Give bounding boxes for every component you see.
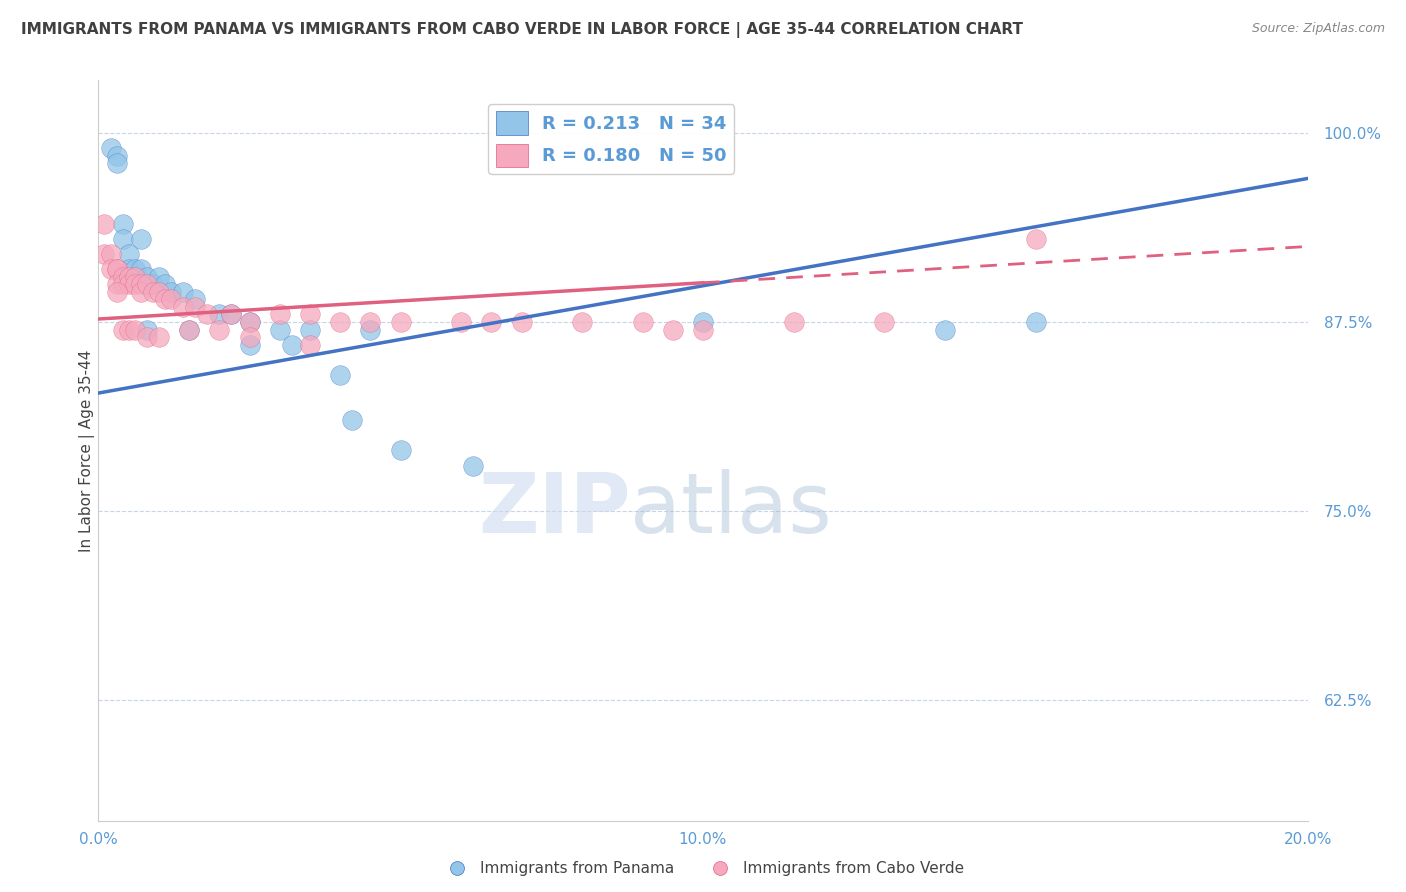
Point: [148, 330, 170, 344]
Point: [389, 315, 412, 329]
Point: [142, 277, 165, 292]
Y-axis label: In Labor Force | Age 35-44: In Labor Force | Age 35-44: [79, 350, 96, 551]
Point: [135, 330, 157, 344]
Point: [129, 285, 152, 299]
Point: [631, 315, 654, 329]
Point: [299, 322, 322, 336]
Point: [934, 322, 956, 336]
Point: [148, 285, 170, 299]
Point: [360, 322, 382, 336]
Point: [1024, 315, 1046, 329]
Point: [118, 269, 141, 284]
Point: [105, 156, 128, 170]
Point: [118, 277, 141, 292]
Point: [873, 315, 896, 329]
Point: [239, 337, 262, 351]
Point: [179, 322, 201, 336]
Point: [105, 262, 128, 277]
Point: [129, 262, 152, 277]
Point: [221, 308, 243, 322]
Point: [105, 262, 128, 277]
Point: [100, 262, 122, 277]
Point: [111, 217, 134, 231]
Legend: R = 0.213   N = 34, R = 0.180   N = 50: R = 0.213 N = 34, R = 0.180 N = 50: [488, 104, 734, 174]
Point: [160, 293, 183, 307]
Point: [281, 337, 304, 351]
Text: atlas: atlas: [630, 469, 832, 550]
Point: [239, 315, 262, 329]
Point: [299, 308, 322, 322]
Point: [342, 413, 364, 427]
Point: [571, 315, 593, 329]
Point: [221, 308, 243, 322]
Point: [135, 322, 157, 336]
Point: [93, 217, 115, 231]
Point: [118, 322, 141, 336]
Text: ZIP: ZIP: [478, 469, 630, 550]
Point: [118, 247, 141, 261]
Point: [329, 368, 352, 382]
Point: [111, 232, 134, 246]
Text: IMMIGRANTS FROM PANAMA VS IMMIGRANTS FROM CABO VERDE IN LABOR FORCE | AGE 35-44 : IMMIGRANTS FROM PANAMA VS IMMIGRANTS FRO…: [21, 22, 1024, 38]
Text: Source: ZipAtlas.com: Source: ZipAtlas.com: [1251, 22, 1385, 36]
Point: [692, 322, 714, 336]
Legend: Immigrants from Panama, Immigrants from Cabo Verde: Immigrants from Panama, Immigrants from …: [436, 855, 970, 882]
Point: [160, 285, 183, 299]
Point: [129, 232, 152, 246]
Point: [360, 315, 382, 329]
Point: [100, 247, 122, 261]
Point: [692, 315, 714, 329]
Point: [239, 315, 262, 329]
Point: [111, 277, 134, 292]
Point: [179, 322, 201, 336]
Point: [481, 315, 503, 329]
Point: [172, 285, 194, 299]
Point: [184, 293, 207, 307]
Point: [195, 308, 218, 322]
Point: [148, 269, 170, 284]
Point: [129, 277, 152, 292]
Point: [450, 315, 472, 329]
Point: [208, 322, 231, 336]
Point: [105, 277, 128, 292]
Point: [184, 300, 207, 314]
Point: [1024, 232, 1046, 246]
Point: [100, 141, 122, 155]
Point: [118, 262, 141, 277]
Point: [111, 269, 134, 284]
Point: [239, 330, 262, 344]
Point: [124, 277, 146, 292]
Point: [661, 322, 683, 336]
Point: [142, 285, 165, 299]
Point: [124, 262, 146, 277]
Point: [153, 277, 176, 292]
Point: [124, 322, 146, 336]
Point: [510, 315, 533, 329]
Point: [299, 337, 322, 351]
Point: [172, 300, 194, 314]
Point: [208, 308, 231, 322]
Point: [783, 315, 806, 329]
Point: [124, 269, 146, 284]
Point: [269, 322, 291, 336]
Point: [135, 277, 157, 292]
Point: [463, 458, 485, 473]
Point: [111, 322, 134, 336]
Point: [105, 149, 128, 163]
Point: [93, 247, 115, 261]
Point: [269, 308, 291, 322]
Point: [105, 285, 128, 299]
Point: [389, 443, 412, 458]
Point: [153, 293, 176, 307]
Point: [329, 315, 352, 329]
Point: [135, 269, 157, 284]
